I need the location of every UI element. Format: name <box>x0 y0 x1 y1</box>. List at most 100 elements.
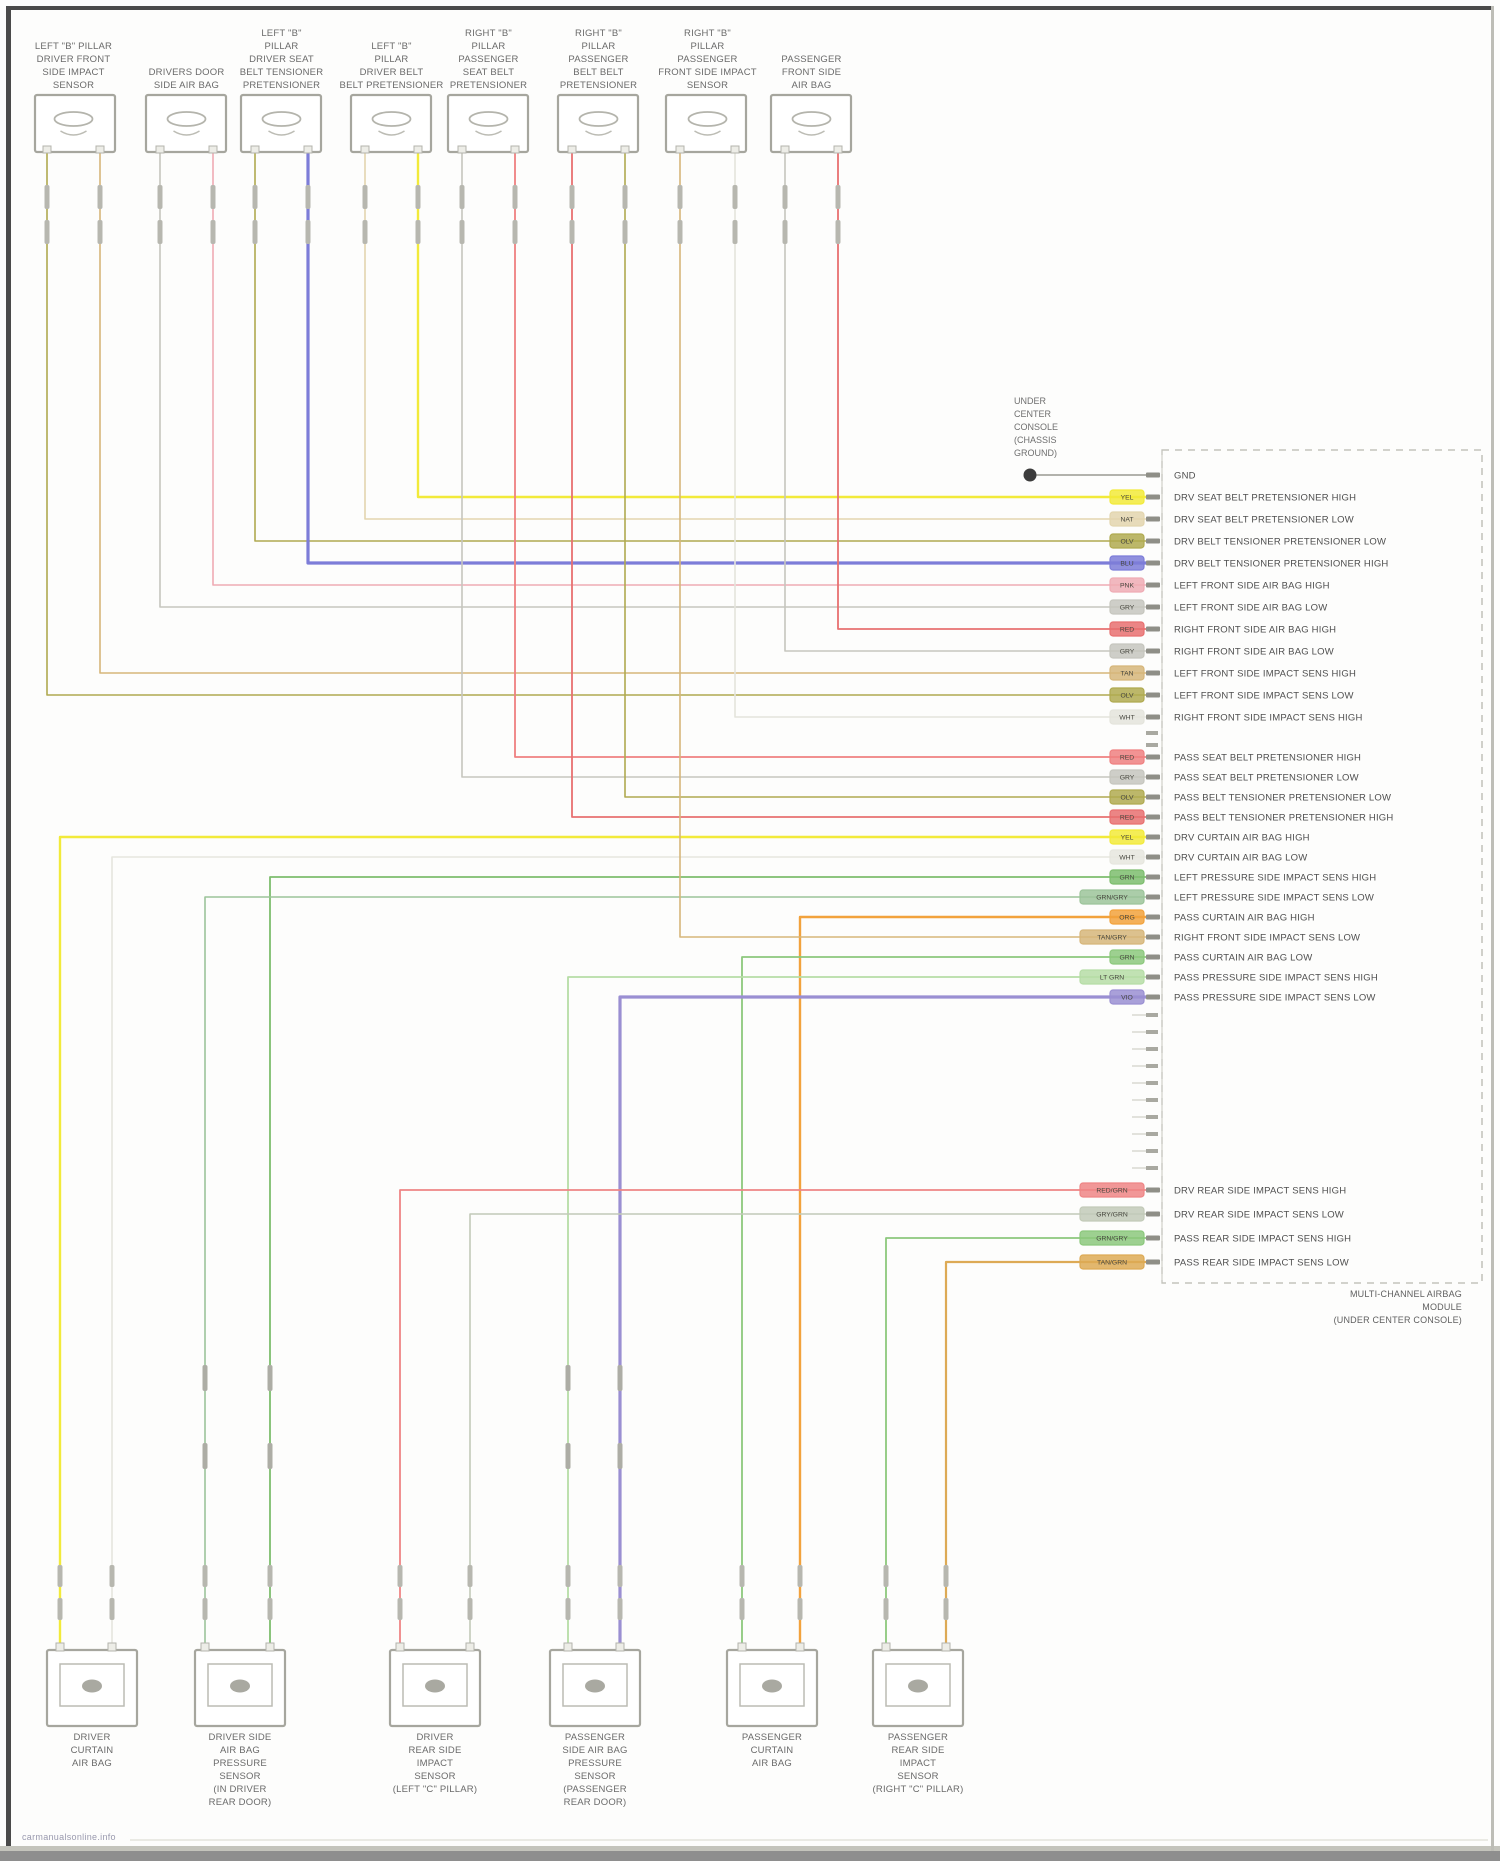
wire-color-code-box <box>1079 1230 1145 1246</box>
component-connector-box <box>349 93 433 154</box>
module-pin-label: RIGHT FRONT SIDE AIR BAG LOW <box>1174 647 1334 658</box>
component-label-line: DRIVER FRONT <box>37 54 111 65</box>
wire-color-code-box <box>1109 949 1145 965</box>
wire-color-code-box <box>1109 749 1145 765</box>
connector-pin-nub <box>567 145 577 154</box>
squib-icon <box>230 1679 250 1693</box>
component-connector-box <box>239 93 323 154</box>
wire-color-code-box <box>1109 533 1145 549</box>
wire <box>514 152 1146 758</box>
wire-color-code: GRN <box>1119 875 1134 882</box>
module-pin-label: PASS BELT TENSIONER PRETENSIONER HIGH <box>1174 813 1393 824</box>
module-pin <box>1146 794 1160 800</box>
module-pin-label: RIGHT FRONT SIDE IMPACT SENS LOW <box>1174 933 1360 944</box>
inline-connector-tick <box>109 1565 115 1587</box>
inline-connector-tick <box>512 220 518 244</box>
inline-connector-tick <box>732 220 738 244</box>
wire-color-code: GRN <box>1119 955 1134 962</box>
module-pin <box>1146 1235 1160 1241</box>
wire-color-code: NAT <box>1120 517 1133 524</box>
wire-color-code: GRY/GRN <box>1096 1212 1128 1219</box>
ground-label-line: CENTER <box>1014 409 1052 419</box>
ground-point-icon <box>1023 468 1037 482</box>
component-label-line: REAR DOOR) <box>564 1797 627 1808</box>
connector-pin-nub <box>42 145 52 154</box>
module-pin <box>1146 1211 1160 1217</box>
wire-color-code: RED <box>1120 755 1134 762</box>
squib-icon <box>762 1679 782 1693</box>
wire <box>399 1189 1146 1643</box>
inline-connector-tick <box>569 220 575 244</box>
wire-color-code-box <box>1109 789 1145 805</box>
component-label-line: (IN DRIVER <box>213 1784 266 1795</box>
module-pin <box>1146 648 1160 654</box>
inline-connector-tick <box>459 185 465 209</box>
squib-icon <box>687 111 728 127</box>
module-pin <box>1146 670 1160 676</box>
inline-connector-tick <box>267 1598 273 1620</box>
wire-color-code: GRY <box>1120 649 1135 656</box>
wire-color-code-box <box>1079 1254 1145 1270</box>
wire <box>885 1237 1146 1643</box>
inline-connector-tick <box>252 185 258 209</box>
connector-pin-nub <box>107 1642 117 1652</box>
wire-color-code-box <box>1109 511 1145 527</box>
unconnected-pin <box>1146 1081 1158 1085</box>
module-pin-label: LEFT FRONT SIDE AIR BAG HIGH <box>1174 581 1330 592</box>
module-pin-label: DRV BELT TENSIONER PRETENSIONER HIGH <box>1174 559 1388 570</box>
wire-color-code: PNK <box>1120 583 1134 590</box>
wire-color-code: WHT <box>1119 855 1134 862</box>
unconnected-pin <box>1146 1047 1158 1051</box>
connector-pin-nub <box>780 145 790 154</box>
module-pin <box>1146 538 1160 544</box>
wire-color-code-box <box>1079 889 1145 905</box>
component-label-line: PILLAR <box>691 41 725 52</box>
connector-pin-nub <box>620 145 630 154</box>
inline-connector-tick <box>252 220 258 244</box>
module-pin <box>1146 754 1160 760</box>
wire-color-code-box <box>1079 1182 1145 1198</box>
component-label-line: PASSENGER <box>568 54 628 65</box>
inline-connector-tick <box>97 185 103 209</box>
component-label-line: SENSOR <box>53 80 94 91</box>
component-label-line: SIDE IMPACT <box>42 67 104 78</box>
module-pin <box>1146 834 1160 840</box>
component-label-line: BELT TENSIONER <box>240 67 324 78</box>
inline-connector-tick <box>57 1598 63 1620</box>
component-label-line: PRETENSIONER <box>243 80 320 91</box>
component-label-line: AIR BAG <box>220 1745 260 1756</box>
module-pin-label: DRV BELT TENSIONER PRETENSIONER LOW <box>1174 537 1386 548</box>
inline-connector-tick <box>415 185 421 209</box>
inline-connector-tick <box>512 185 518 209</box>
wire-color-code: LT GRN <box>1100 975 1124 982</box>
squib-icon <box>53 111 94 127</box>
module-pin-label: LEFT PRESSURE SIDE IMPACT SENS HIGH <box>1174 873 1376 884</box>
squib-arc-icon <box>585 130 612 136</box>
component-label-line: AIR BAG <box>752 1758 792 1769</box>
wire <box>734 152 1146 718</box>
component-label-line: DRIVER <box>73 1732 110 1743</box>
component-label-line: IMPACT <box>900 1758 936 1769</box>
component-label-line: SIDE AIR BAG <box>154 80 219 91</box>
unconnected-pin <box>1146 1115 1158 1119</box>
component-label-line: DRIVER SEAT <box>249 54 314 65</box>
component-label-line: REAR SIDE <box>408 1745 461 1756</box>
module-pin <box>1146 934 1160 940</box>
connector-pin-nub <box>200 1642 210 1652</box>
component-label-line: AIR BAG <box>72 1758 112 1769</box>
inline-connector-tick <box>202 1598 208 1620</box>
wire-color-code: OLV <box>1120 539 1134 546</box>
wire <box>306 152 1146 565</box>
inline-connector-tick <box>565 1365 571 1391</box>
wire-color-code-box <box>1109 869 1145 885</box>
unconnected-pin <box>1146 1064 1158 1068</box>
module-pin <box>1146 814 1160 820</box>
module-pin-label: DRV CURTAIN AIR BAG LOW <box>1174 853 1307 864</box>
wire <box>461 152 1146 778</box>
wire <box>837 152 1146 630</box>
inline-connector-tick <box>202 1443 208 1469</box>
unconnected-pin <box>1146 1132 1158 1136</box>
connector-pin-nub <box>303 145 313 154</box>
inline-connector-tick <box>565 1443 571 1469</box>
wire <box>58 835 1146 1643</box>
